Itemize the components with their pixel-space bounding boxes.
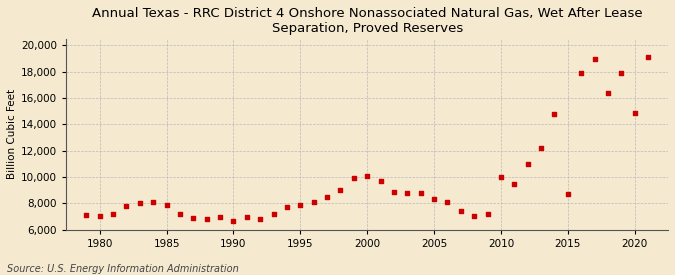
- Point: [95, 214, 105, 218]
- Point: [535, 146, 546, 150]
- Point: [215, 214, 225, 219]
- Point: [589, 56, 600, 61]
- Point: [468, 214, 479, 218]
- Point: [188, 216, 198, 220]
- Point: [308, 200, 319, 204]
- Point: [629, 110, 640, 115]
- Point: [108, 212, 119, 216]
- Point: [495, 175, 506, 179]
- Point: [616, 71, 626, 75]
- Point: [415, 191, 426, 195]
- Point: [562, 192, 573, 196]
- Point: [402, 191, 412, 195]
- Point: [161, 203, 172, 207]
- Point: [268, 212, 279, 216]
- Point: [429, 197, 439, 202]
- Point: [576, 71, 587, 75]
- Point: [254, 217, 265, 221]
- Point: [362, 174, 373, 178]
- Point: [134, 201, 145, 206]
- Point: [442, 200, 453, 204]
- Point: [148, 200, 159, 204]
- Text: Source: U.S. Energy Information Administration: Source: U.S. Energy Information Administ…: [7, 264, 238, 274]
- Point: [201, 217, 212, 221]
- Point: [121, 204, 132, 208]
- Point: [228, 218, 239, 223]
- Y-axis label: Billion Cubic Feet: Billion Cubic Feet: [7, 89, 17, 179]
- Point: [509, 182, 520, 186]
- Point: [389, 189, 400, 194]
- Point: [549, 112, 560, 116]
- Point: [295, 203, 306, 207]
- Point: [482, 212, 493, 216]
- Point: [375, 179, 386, 183]
- Point: [456, 209, 466, 214]
- Point: [322, 195, 333, 199]
- Point: [81, 213, 92, 218]
- Title: Annual Texas - RRC District 4 Onshore Nonassociated Natural Gas, Wet After Lease: Annual Texas - RRC District 4 Onshore No…: [92, 7, 643, 35]
- Point: [643, 55, 653, 59]
- Point: [348, 176, 359, 181]
- Point: [603, 91, 614, 95]
- Point: [175, 212, 186, 216]
- Point: [281, 205, 292, 210]
- Point: [522, 162, 533, 166]
- Point: [242, 214, 252, 219]
- Point: [335, 188, 346, 192]
